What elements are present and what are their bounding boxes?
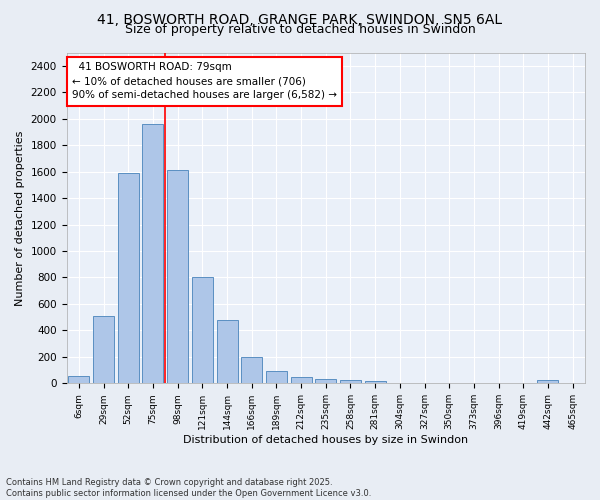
Text: 41, BOSWORTH ROAD, GRANGE PARK, SWINDON, SN5 6AL: 41, BOSWORTH ROAD, GRANGE PARK, SWINDON,… (97, 12, 503, 26)
X-axis label: Distribution of detached houses by size in Swindon: Distribution of detached houses by size … (183, 435, 469, 445)
Bar (315, 378, 336, 384)
Text: 41 BOSWORTH ROAD: 79sqm
← 10% of detached houses are smaller (706)
90% of semi-d: 41 BOSWORTH ROAD: 79sqm ← 10% of detache… (72, 62, 337, 100)
Bar (93, 316, 114, 384)
Y-axis label: Number of detached properties: Number of detached properties (15, 130, 25, 306)
Text: Contains HM Land Registry data © Crown copyright and database right 2025.
Contai: Contains HM Land Registry data © Crown c… (6, 478, 371, 498)
Bar (266, 372, 287, 384)
Text: Size of property relative to detached houses in Swindon: Size of property relative to detached ho… (125, 22, 475, 36)
Bar (167, 170, 188, 384)
Bar (538, 380, 559, 384)
Bar (217, 320, 238, 384)
Bar (340, 380, 361, 384)
Bar (192, 278, 213, 384)
Bar (365, 382, 386, 384)
Bar (68, 376, 89, 384)
Bar (290, 378, 311, 384)
Bar (142, 124, 163, 384)
Bar (118, 173, 139, 384)
Bar (241, 357, 262, 384)
